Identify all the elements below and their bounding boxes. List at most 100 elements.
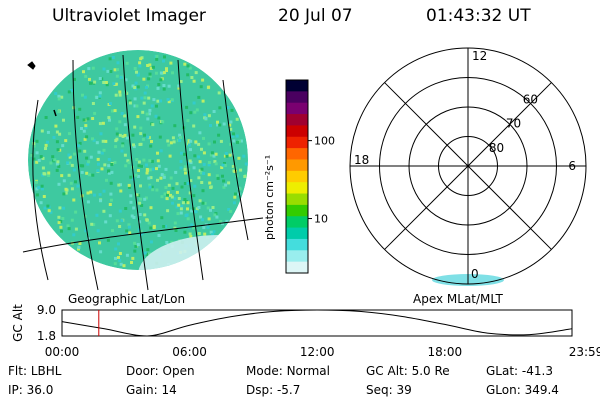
polar-diag-center	[446, 165, 469, 188]
uv-speckle-pixel	[80, 170, 84, 174]
uv-speckle-pixel	[197, 142, 201, 146]
uv-speckle-pixel	[128, 225, 131, 229]
uv-speckle-pixel	[57, 164, 61, 168]
uv-speckle-pixel	[100, 151, 104, 155]
uv-speckle-pixel	[98, 77, 102, 80]
uv-speckle-pixel	[49, 210, 53, 214]
uv-speckle-pixel	[223, 163, 227, 167]
uv-speckle-pixel	[176, 212, 180, 216]
geo-parallel-1	[22, 217, 264, 253]
uv-speckle-pixel	[137, 160, 141, 164]
uv-speckle-pixel	[74, 180, 77, 184]
uv-speckle-pixel	[187, 139, 191, 143]
colorbar-segment	[286, 238, 308, 251]
orbit-ytick-label: 1.8	[37, 329, 56, 343]
uv-speckle-pixel	[60, 229, 63, 233]
uv-speckle-pixel	[123, 153, 127, 157]
uv-speckle-pixel	[183, 230, 187, 234]
uv-speckle-pixel	[134, 244, 138, 248]
uv-speckle-pixel	[146, 64, 150, 67]
uv-speckle-pixel	[190, 209, 194, 213]
uv-speckle-pixel	[207, 161, 211, 164]
uv-speckle-pixel	[64, 191, 68, 195]
uv-speckle-pixel	[219, 220, 223, 223]
uv-speckle-pixel	[160, 216, 164, 220]
uv-speckle-pixel	[195, 108, 199, 112]
uv-speckle-pixel	[139, 197, 143, 201]
orbit-xtick-label: 18:00	[428, 345, 463, 359]
uv-speckle-pixel	[186, 182, 190, 185]
uv-speckle-pixel	[140, 164, 144, 168]
uv-speckle-pixel	[131, 256, 135, 260]
uv-speckle-pixel	[201, 201, 205, 205]
uv-speckle-pixel	[89, 155, 93, 159]
uv-speckle-pixel	[58, 132, 62, 136]
uv-speckle-pixel	[105, 83, 109, 87]
uv-speckle-pixel	[124, 78, 128, 82]
uv-speckle-pixel	[216, 176, 220, 180]
uv-speckle-pixel	[107, 164, 111, 168]
uv-speckle-pixel	[143, 213, 147, 217]
uv-speckle-pixel	[175, 190, 179, 194]
uv-speckle-pixel	[118, 120, 122, 124]
uv-speckle-pixel	[104, 81, 108, 84]
uv-speckle-pixel	[179, 136, 182, 139]
uv-speckle-pixel	[147, 77, 151, 81]
uv-speckle-pixel	[41, 166, 45, 170]
uv-speckle-pixel	[172, 140, 176, 144]
uv-speckle-pixel	[77, 247, 80, 251]
uv-speckle-pixel	[207, 85, 211, 89]
uv-speckle-pixel	[158, 135, 162, 139]
uv-speckle-pixel	[35, 151, 39, 155]
uv-speckle-pixel	[225, 154, 229, 158]
colorbar-segment	[286, 170, 308, 183]
apex-label: Apex MLat/MLT	[413, 292, 503, 306]
uv-speckle-pixel	[125, 253, 129, 257]
uv-speckle-pixel	[188, 232, 192, 236]
uv-speckle-pixel	[101, 121, 105, 125]
uv-speckle-pixel	[185, 105, 189, 109]
uv-speckle-pixel	[145, 252, 149, 256]
uv-speckle-pixel	[72, 168, 76, 172]
orbit-xtick-label: 06:00	[172, 345, 207, 359]
uv-speckle-pixel	[64, 139, 68, 143]
uv-speckle-pixel	[103, 163, 107, 167]
footer-field-value: Normal	[286, 364, 330, 378]
uv-speckle-pixel	[239, 168, 243, 172]
uv-speckle-pixel	[118, 90, 122, 94]
uv-speckle-pixel	[72, 198, 76, 202]
footer-field-value: 36.0	[26, 383, 54, 397]
footer-field-value: 5.0 Re	[411, 364, 450, 378]
uv-speckle-pixel	[117, 183, 121, 187]
uv-speckle-pixel	[123, 133, 127, 137]
uv-speckle-pixel	[162, 225, 166, 228]
uv-speckle-pixel	[232, 139, 236, 143]
uv-speckle-pixel	[137, 72, 140, 76]
uv-speckle-pixel	[44, 116, 48, 119]
colorbar-segment	[286, 148, 308, 161]
footer-field: Dsp: -5.7	[246, 383, 300, 397]
uv-speckle-pixel	[192, 79, 196, 83]
uv-speckle-pixel	[132, 143, 135, 147]
uv-speckle-pixel	[49, 161, 53, 165]
uv-speckle-pixel	[102, 209, 106, 213]
uv-speckle-pixel	[115, 74, 119, 78]
uv-speckle-pixel	[127, 183, 131, 187]
uv-speckle-pixel	[244, 162, 248, 166]
uv-speckle-pixel	[43, 172, 47, 176]
uv-speckle-pixel	[100, 167, 104, 171]
uv-speckle-pixel	[145, 171, 149, 175]
uv-speckle-pixel	[157, 234, 161, 237]
uv-speckle-pixel	[219, 139, 223, 143]
uv-speckle-pixel	[228, 153, 232, 157]
uv-speckle-pixel	[90, 222, 94, 226]
uv-speckle-pixel	[135, 193, 139, 197]
geographic-grid	[22, 54, 264, 291]
uv-speckle-pixel	[57, 215, 61, 219]
uv-speckle-pixel	[186, 64, 190, 68]
uv-speckle-pixel	[216, 123, 220, 127]
uv-speckle-pixel	[150, 185, 154, 189]
uv-speckle-pixel	[202, 172, 206, 175]
uv-speckle-pixel	[171, 136, 175, 140]
